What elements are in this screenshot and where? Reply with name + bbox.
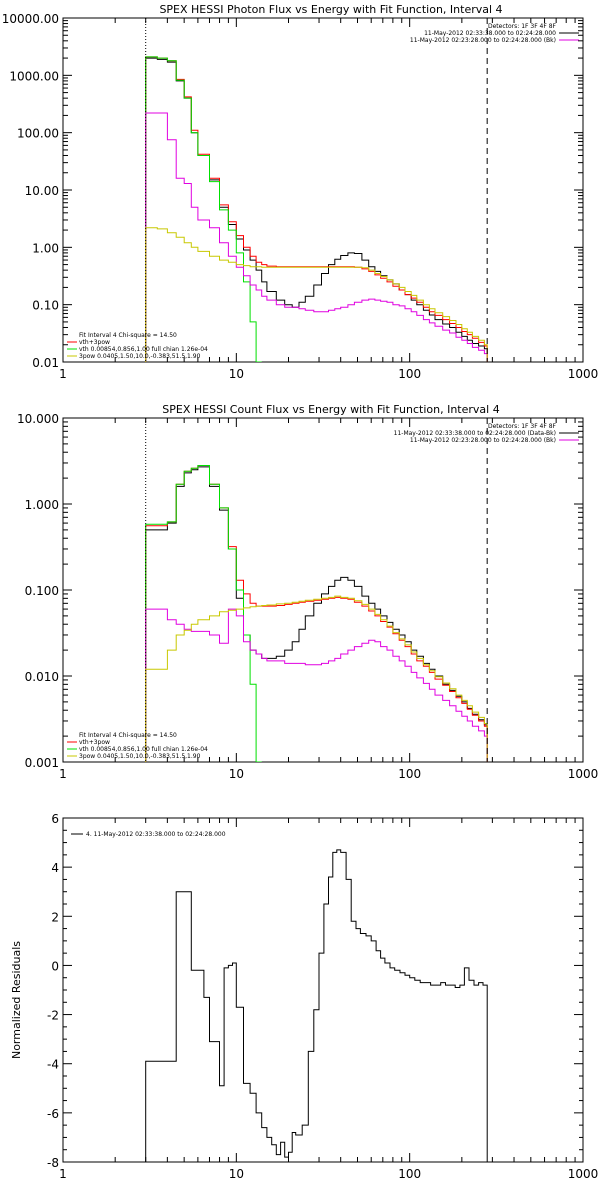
y-tick-label: 0.10 bbox=[32, 299, 59, 313]
y-tick-label: 0.010 bbox=[25, 670, 59, 684]
x-tick-label: 10 bbox=[229, 367, 244, 381]
chart-title: SPEX HESSI Photon Flux vs Energy with Fi… bbox=[159, 3, 502, 16]
x-tick-label: 1 bbox=[59, 1167, 67, 1181]
legend-text: Detectors: 1F 3F 4F 8F bbox=[488, 23, 557, 30]
series-group bbox=[145, 849, 488, 1162]
photon-flux-panel: SPEX HESSI Photon Flux vs Energy with Fi… bbox=[2, 3, 599, 381]
series-line-black bbox=[145, 466, 488, 762]
plot-frame bbox=[62, 417, 584, 763]
x-tick-label: 100 bbox=[398, 1167, 421, 1181]
legend-text: vth+3pow bbox=[79, 739, 110, 746]
x-tick-label: 1 bbox=[59, 767, 67, 781]
legend-text: 3pow 0.0405,1.50,10.0,-0.383,51.5,1.90 bbox=[79, 753, 201, 760]
series-line-black bbox=[145, 57, 488, 362]
series-line-magenta bbox=[145, 608, 488, 762]
x-tick-label: 1 bbox=[59, 367, 67, 381]
x-tick-label: 10 bbox=[229, 767, 244, 781]
chart-title: SPEX HESSI Count Flux vs Energy with Fit… bbox=[162, 403, 499, 416]
legend-text: 4. 11-May-2012 02:33:38.000 to 02:24:28.… bbox=[86, 831, 226, 838]
y-tick-label: 1000.00 bbox=[9, 69, 59, 83]
series-line-yellow bbox=[145, 227, 488, 362]
x-tick-label: 1000 bbox=[568, 1167, 599, 1181]
y-tick-label: 0.100 bbox=[25, 584, 59, 598]
series-group bbox=[145, 465, 488, 762]
x-tick-label: 100 bbox=[398, 767, 421, 781]
series-line-green bbox=[145, 465, 262, 762]
y-tick-label: -4 bbox=[47, 1058, 59, 1072]
series-group bbox=[145, 56, 488, 362]
y-tick-label: 0.01 bbox=[32, 356, 59, 370]
x-tick-label: 10 bbox=[229, 1167, 244, 1181]
y-tick-label: 1.00 bbox=[32, 241, 59, 255]
series-line-red bbox=[145, 465, 488, 762]
legend-text: vth+3pow bbox=[79, 339, 110, 346]
legend-text: 11-May-2012 02:23:28.000 to 02:24:28.000… bbox=[410, 437, 556, 444]
y-tick-label: 2 bbox=[51, 910, 59, 924]
series-line-green bbox=[145, 56, 262, 362]
y-tick-label: 4 bbox=[51, 861, 59, 875]
series-line-red bbox=[145, 56, 488, 362]
y-tick-label: 0.001 bbox=[25, 756, 59, 770]
legend-text: Detectors: 1F 3F 4F 8F bbox=[488, 423, 557, 430]
y-tick-label: 10.000 bbox=[17, 412, 59, 426]
legend-text: 3pow 0.0405,1.50,10.0,-0.383,51.5,1.90 bbox=[79, 353, 201, 360]
y-tick-label: -2 bbox=[47, 1009, 59, 1023]
legend-text: 11-May-2012 02:33:38.000 to 02:24:28.000 bbox=[424, 30, 556, 37]
residuals-panel: Normalized Residuals 1 10 100 1000 -8 -6 -4 -2 0… bbox=[10, 812, 598, 1181]
x-tick-label: 1000 bbox=[568, 767, 599, 781]
y-tick-label: -8 bbox=[47, 1156, 59, 1170]
count-flux-panel: SPEX HESSI Count Flux vs Energy with Fit… bbox=[17, 403, 598, 781]
legend-text: 11-May-2012 02:33:38.000 to 02:24:28.000… bbox=[394, 430, 556, 437]
y-tick-label: 10.00 bbox=[25, 184, 59, 198]
legend-text: Fit Interval 4 Chi-square = 14.50 bbox=[79, 332, 177, 339]
y-tick-label: 100.00 bbox=[17, 127, 59, 141]
plot-frame bbox=[62, 17, 584, 363]
y-tick-label: 1.000 bbox=[25, 498, 59, 512]
legend-text: 11-May-2012 02:23:28.000 to 02:24:28.000… bbox=[410, 37, 556, 44]
legend-text: Fit Interval 4 Chi-square = 14.50 bbox=[79, 732, 177, 739]
y-tick-label: 0 bbox=[51, 959, 59, 973]
series-line-black bbox=[145, 849, 488, 1162]
x-tick-label: 1000 bbox=[568, 367, 599, 381]
y-tick-label: -6 bbox=[47, 1107, 59, 1121]
x-tick-label: 100 bbox=[398, 367, 421, 381]
y-tick-label: 6 bbox=[51, 812, 59, 826]
legend-text: vth 0.00854,0.856,1.00 full chian 1.26e-… bbox=[79, 346, 208, 353]
y-tick-label: 10000.00 bbox=[2, 12, 59, 26]
plot-frame bbox=[62, 817, 584, 1163]
y-axis-label: Normalized Residuals bbox=[10, 941, 23, 1059]
series-line-yellow bbox=[145, 595, 488, 762]
series-line-magenta bbox=[145, 112, 488, 362]
legend-text: vth 0.00854,0.856,1.00 full chian 1.26e-… bbox=[79, 746, 208, 753]
